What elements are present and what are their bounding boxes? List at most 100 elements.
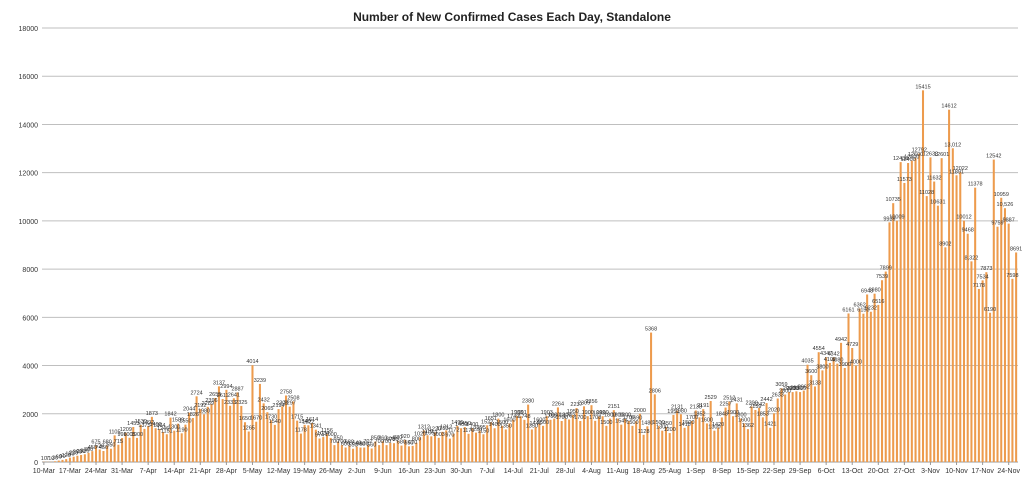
y-tick-label: 2000 [22, 412, 38, 419]
bar [825, 357, 827, 462]
x-tick-label: 6-Oct [818, 468, 835, 475]
data-label: 7534 [976, 274, 988, 280]
bar [248, 432, 250, 463]
bar [229, 406, 231, 462]
data-label: 1172 [448, 428, 460, 434]
bar [620, 425, 622, 462]
bar [926, 196, 928, 462]
bar [449, 439, 451, 462]
bar [535, 427, 537, 462]
bar [1004, 208, 1006, 462]
bar [866, 294, 868, 462]
y-tick-label: 6000 [22, 315, 38, 322]
bar [579, 421, 581, 462]
bar [259, 384, 261, 462]
bar [754, 410, 756, 462]
bar [378, 445, 380, 462]
data-label: 11378 [968, 182, 983, 188]
bar [892, 203, 894, 462]
data-label: 6190 [984, 307, 996, 313]
data-label: 7178 [973, 283, 985, 289]
y-tick-label: 0 [34, 460, 38, 467]
bar [274, 425, 276, 462]
x-tick-label: 24-Mar [85, 468, 108, 475]
bar [691, 421, 693, 462]
bar [717, 428, 719, 462]
data-label: 10735 [886, 197, 901, 203]
bar [341, 445, 343, 462]
bar [877, 305, 879, 462]
bar [140, 425, 142, 462]
data-label: 2325 [235, 400, 247, 406]
bar [1008, 224, 1010, 462]
y-axis: 0200040006000800010000120001400016000180… [19, 26, 39, 467]
bar [319, 439, 321, 462]
x-tick-label: 21-Apr [190, 468, 212, 475]
bar [944, 247, 946, 462]
bar [836, 364, 838, 462]
bar [494, 428, 496, 462]
data-label: 10009 [889, 215, 904, 221]
bar [192, 418, 194, 462]
bar [300, 434, 302, 462]
bar [792, 392, 794, 462]
data-label: 2151 [608, 404, 620, 410]
data-label: 11632 [927, 176, 942, 182]
bar [799, 392, 801, 462]
data-label: 1500 [537, 420, 549, 426]
data-label: 1873 [146, 411, 158, 417]
bar [903, 183, 905, 462]
bar [952, 148, 954, 462]
bar [538, 423, 540, 462]
bar [214, 398, 216, 462]
data-label: 10631 [930, 200, 945, 206]
data-label: 6516 [872, 299, 884, 305]
data-label: 2191 [697, 403, 709, 409]
bar [1000, 198, 1002, 462]
bar [862, 314, 864, 462]
bar [352, 449, 354, 462]
bar [389, 443, 391, 462]
bar [408, 446, 410, 462]
bar [687, 426, 689, 462]
bar [888, 222, 890, 462]
bar [810, 375, 812, 462]
bar [222, 399, 224, 462]
y-tick-label: 18000 [19, 26, 39, 33]
x-tick-label: 15-Sep [737, 468, 760, 475]
data-label: 10,526 [997, 202, 1014, 208]
bar [710, 401, 712, 462]
bar [564, 419, 566, 462]
bar [386, 445, 388, 462]
bar [181, 433, 183, 462]
bar [479, 431, 481, 462]
bar [203, 414, 205, 462]
bar [996, 227, 998, 462]
data-label: 5368 [645, 327, 657, 333]
bar [900, 162, 902, 462]
data-label: 14612 [941, 104, 956, 110]
x-tick-label: 13-Oct [842, 468, 863, 475]
data-label: 1003 [433, 432, 445, 438]
data-label: 1421 [764, 422, 776, 428]
bar [870, 312, 872, 462]
data-label: 2264 [552, 401, 564, 407]
bar [162, 432, 164, 462]
bar [322, 437, 324, 462]
bar [657, 426, 659, 462]
bar [829, 363, 831, 462]
data-label: 6232 [865, 306, 877, 312]
bar [795, 391, 797, 462]
x-tick-label: 25-Aug [658, 468, 681, 475]
bar [713, 431, 715, 462]
bar [970, 261, 972, 462]
data-label: 10012 [956, 215, 971, 221]
data-label: 800 [412, 437, 421, 443]
bar [102, 451, 104, 462]
data-label: 11028 [919, 190, 934, 196]
bar [631, 426, 633, 462]
bar [482, 434, 484, 462]
bar [684, 428, 686, 462]
data-label: 1842 [164, 412, 176, 418]
